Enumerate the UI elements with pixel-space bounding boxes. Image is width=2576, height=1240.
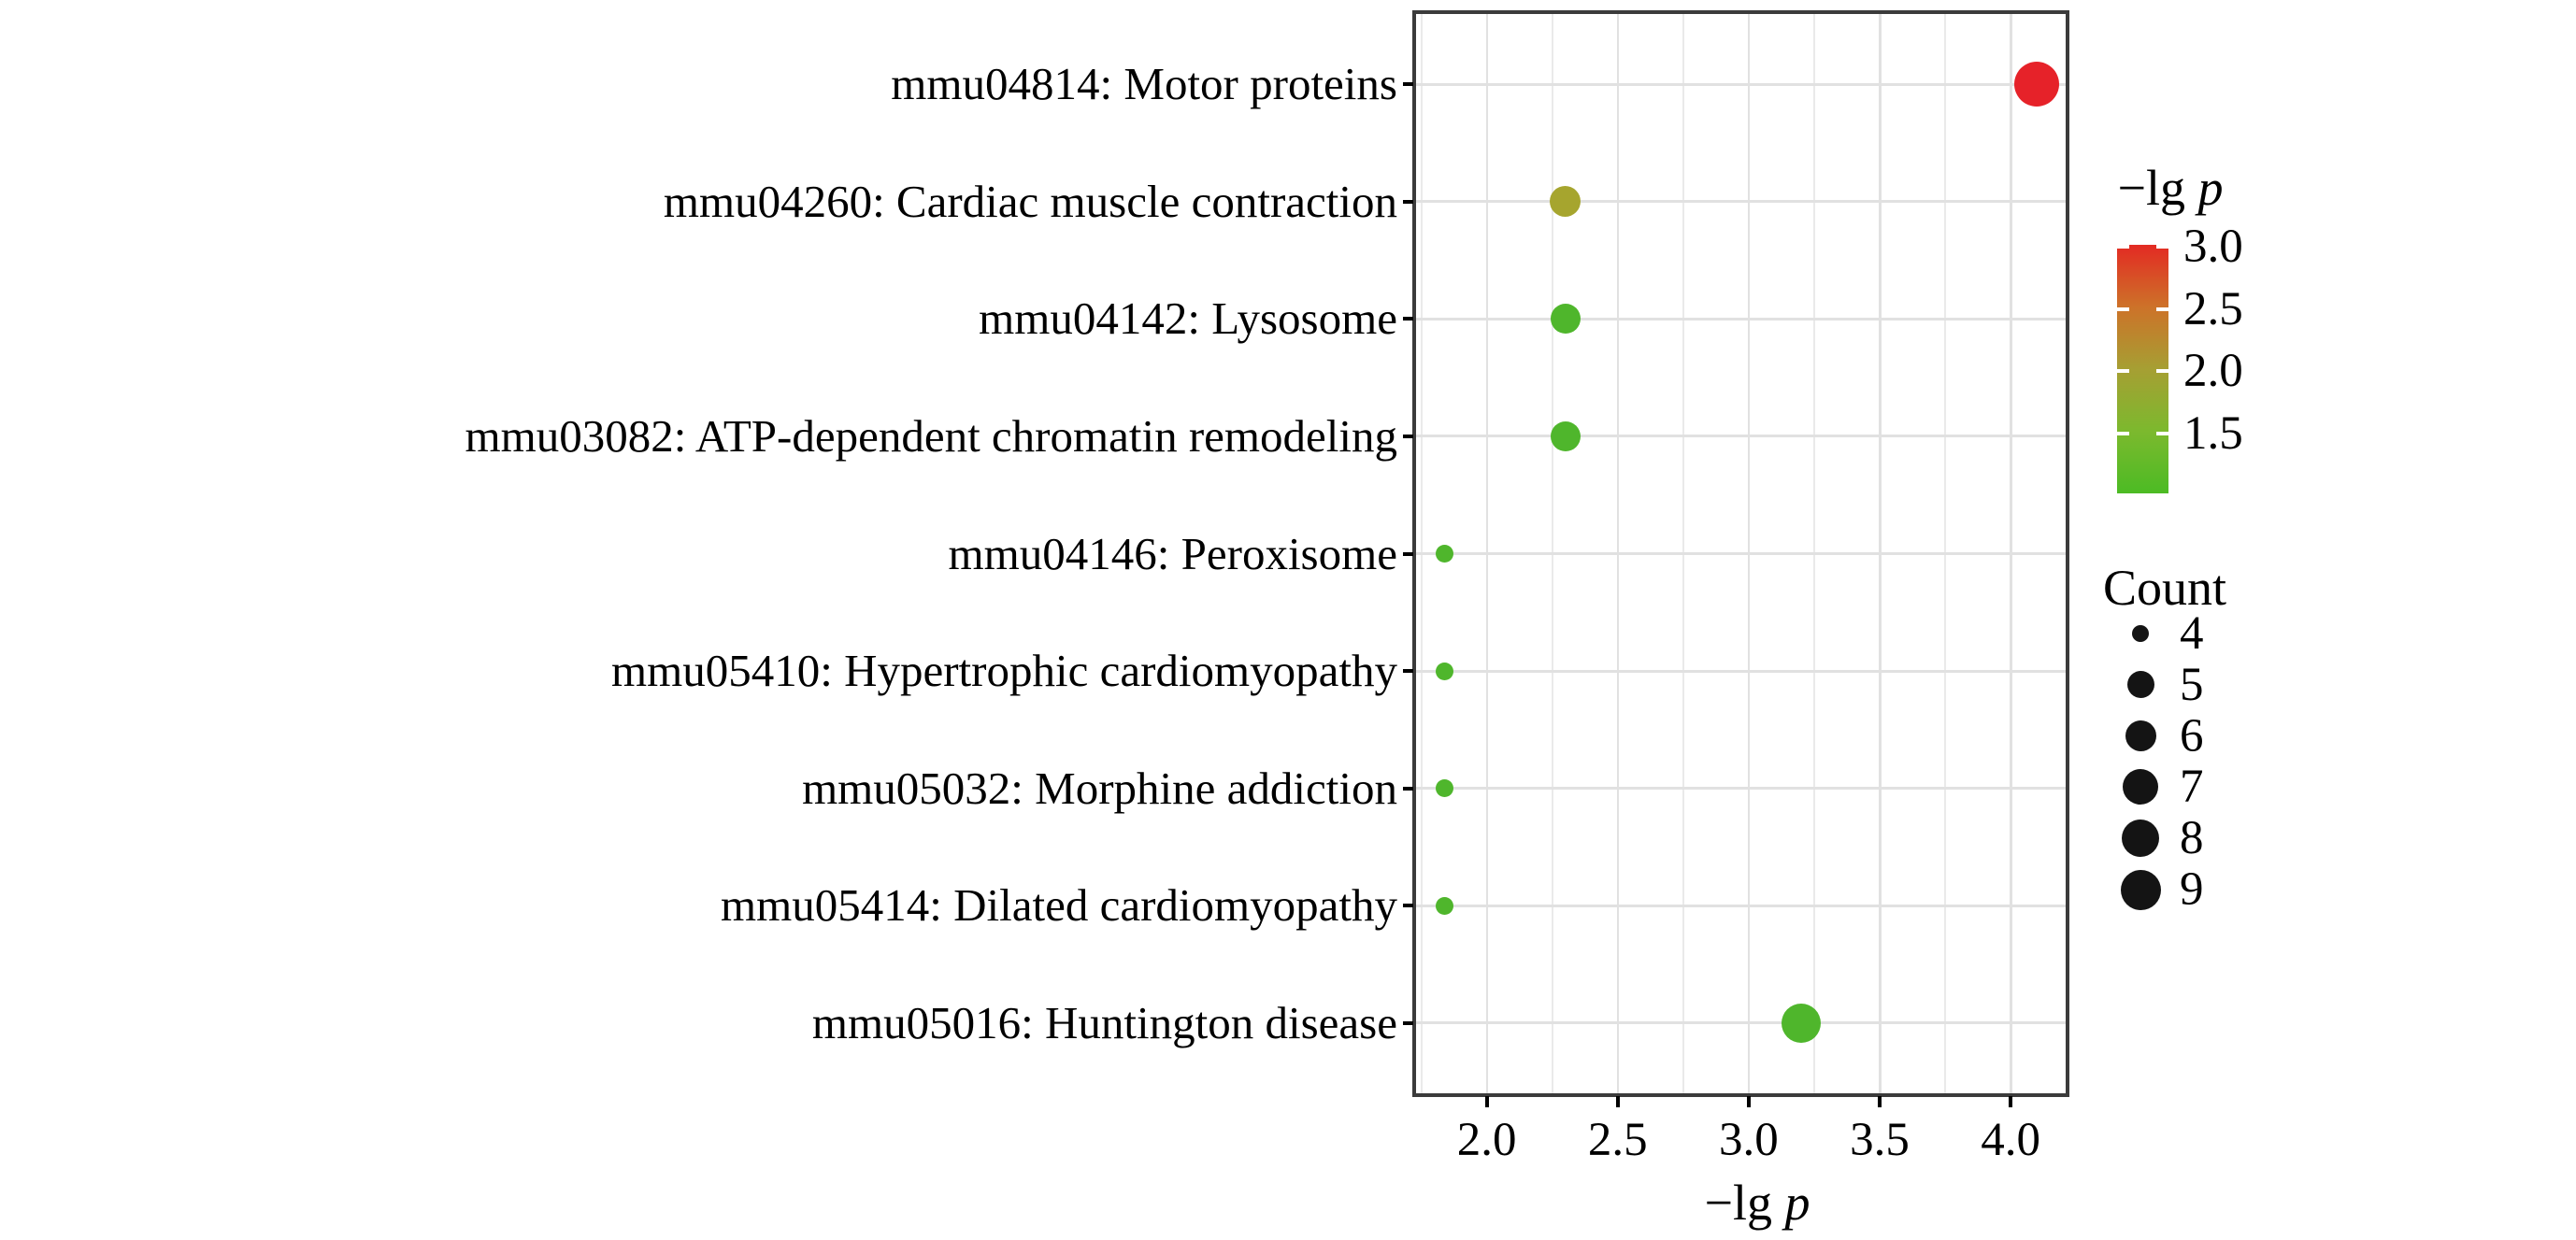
x-axis-title-text: −lg [1704, 1175, 1785, 1231]
count-legend-dot [2123, 769, 2158, 805]
x-tick-label: 4.0 [1981, 1114, 2041, 1166]
category-label: mmu04260: Cardiac muscle contraction [663, 175, 1397, 227]
count-legend-label: 6 [2180, 709, 2204, 763]
x-axis-tick [2009, 1096, 2013, 1107]
count-legend-title: Count [2102, 560, 2227, 616]
y-axis-tick [1403, 82, 1413, 87]
x-axis-tick [1484, 1096, 1489, 1107]
x-tick-label: 3.0 [1719, 1114, 1779, 1166]
color-legend-title-p-symbol: p [2197, 160, 2224, 216]
x-axis-tick [1878, 1096, 1882, 1107]
x-tick-label: 2.0 [1456, 1114, 1517, 1166]
y-axis-tick [1403, 551, 1413, 556]
x-tick-label: 2.5 [1587, 1114, 1648, 1166]
category-label: mmu04142: Lysosome [979, 292, 1397, 345]
category-label: mmu05016: Huntington disease [811, 996, 1397, 1048]
data-point-bubble [1550, 186, 1581, 218]
row-gridline [1416, 1021, 2066, 1025]
x-axis-title: −lg p [1570, 1176, 1944, 1230]
color-legend-title: −lg p [1983, 161, 2357, 215]
colorbar-tick-label: 1.5 [2183, 406, 2243, 460]
row-gridline [1416, 82, 2066, 86]
y-axis-tick [1403, 317, 1413, 321]
colorbar-tick-label: 2.0 [2183, 345, 2243, 397]
count-legend-label: 8 [2180, 812, 2204, 865]
y-axis-tick [1403, 786, 1413, 791]
count-legend-label: 7 [2180, 761, 2204, 814]
colorbar-tick-left [2117, 431, 2129, 435]
colorbar-tick-right [2156, 369, 2168, 373]
colorbar-tick-right [2156, 245, 2168, 249]
colorbar-tick-label: 3.0 [2183, 221, 2243, 273]
category-label: mmu03082: ATP-dependent chromatin remode… [465, 409, 1397, 462]
colorbar-tick-left [2117, 245, 2129, 249]
row-gridline [1416, 904, 2066, 907]
data-point-bubble [1436, 896, 1454, 915]
y-axis-tick [1403, 904, 1413, 908]
colorbar-tick-label: 2.5 [2183, 282, 2243, 335]
row-gridline [1416, 669, 2066, 673]
row-gridline [1416, 435, 2066, 438]
row-gridline [1416, 317, 2066, 321]
count-legend-dot [2125, 720, 2156, 752]
y-axis-tick [1403, 669, 1413, 674]
colorbar-tick-right [2156, 306, 2168, 311]
color-legend-title-text: −lg [2117, 160, 2198, 216]
y-axis-tick [1403, 199, 1413, 204]
x-tick-label: 3.5 [1850, 1114, 1910, 1166]
count-legend-label: 9 [2180, 863, 2204, 916]
x-axis-title-p-symbol: p [1784, 1175, 1810, 1231]
y-axis-tick [1403, 434, 1413, 438]
x-axis-tick [1746, 1096, 1751, 1107]
colorbar-tick-left [2117, 306, 2129, 311]
data-point-bubble [1550, 420, 1581, 451]
data-point-bubble [1436, 545, 1454, 563]
row-gridline [1416, 787, 2066, 791]
category-label: mmu04146: Peroxisome [948, 527, 1397, 579]
data-point-bubble [2014, 62, 2060, 107]
count-legend-label: 5 [2180, 658, 2204, 711]
data-point-bubble [1436, 662, 1454, 680]
data-point-bubble [1436, 779, 1454, 798]
count-legend-dot [2120, 869, 2161, 910]
x-axis-tick [1615, 1096, 1620, 1107]
count-legend-dot [2132, 625, 2149, 642]
category-label: mmu04814: Motor proteins [891, 58, 1397, 110]
category-label: mmu05032: Morphine addiction [802, 762, 1397, 814]
category-label: mmu05410: Hypertrophic cardiomyopathy [611, 645, 1397, 697]
data-point-bubble [1781, 1003, 1821, 1043]
count-legend-dot [2122, 820, 2159, 858]
row-gridline [1416, 552, 2066, 555]
y-axis-tick [1403, 1020, 1413, 1025]
category-label: mmu05414: Dilated cardiomyopathy [721, 879, 1397, 932]
count-legend-dot [2126, 671, 2154, 699]
count-legend-label: 4 [2180, 607, 2204, 660]
colorbar-tick-left [2117, 369, 2129, 373]
colorbar-tick-right [2156, 431, 2168, 435]
data-point-bubble [1550, 304, 1581, 335]
row-gridline [1416, 200, 2066, 204]
